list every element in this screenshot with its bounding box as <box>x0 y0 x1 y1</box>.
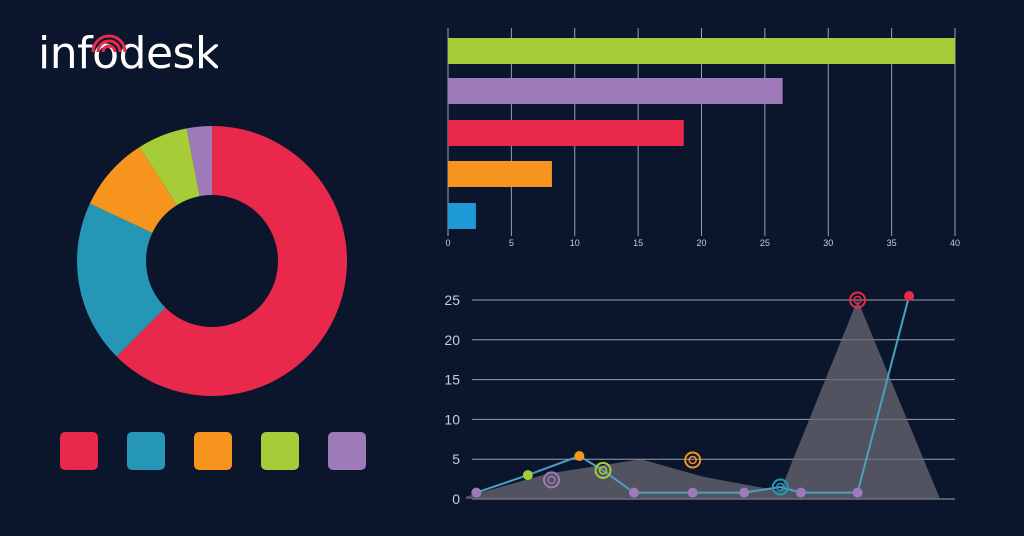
line-y-tick-label: 5 <box>452 451 460 467</box>
line-y-tick-label: 15 <box>444 372 460 388</box>
bar-x-tick-label: 10 <box>570 238 580 248</box>
data-point <box>795 487 806 498</box>
bar <box>448 161 552 187</box>
line-y-tick-label: 0 <box>452 491 460 507</box>
logo-signal-arc <box>91 34 127 53</box>
logo-graphic: infodesk <box>38 28 218 76</box>
data-point-ring-inner <box>776 482 785 492</box>
line-y-tick-label: 25 <box>444 292 460 308</box>
bar <box>448 120 684 146</box>
data-point <box>574 451 585 462</box>
bar-x-tick-label: 15 <box>633 238 643 248</box>
horizontal-bar-chart: 0 5 10 15 20 25 30 35 40 <box>445 28 960 248</box>
legend-swatch <box>261 432 299 470</box>
color-legend <box>60 432 366 470</box>
donut-slice <box>139 128 200 206</box>
donut-slice <box>77 203 166 357</box>
logo-signal-arc <box>101 44 117 53</box>
legend-swatch <box>328 432 366 470</box>
area-series <box>466 300 940 499</box>
data-point <box>471 487 482 498</box>
data-point-ring <box>543 471 561 489</box>
line-y-tick-label: 10 <box>444 411 460 427</box>
data-point <box>904 291 915 302</box>
bar-x-tick-label: 20 <box>696 238 706 248</box>
legend-swatch <box>194 432 232 470</box>
data-point-ring <box>849 291 867 309</box>
bar-x-tick-label: 5 <box>509 238 514 248</box>
bar-x-tick-label: 0 <box>445 238 450 248</box>
bar-x-tick-label: 30 <box>823 238 833 248</box>
data-point-ring-inner <box>688 455 697 465</box>
donut-chart <box>77 126 347 396</box>
bar <box>448 78 783 104</box>
line-area-chart: 0 5 10 15 20 25 <box>444 291 955 507</box>
donut-slice <box>186 126 212 197</box>
data-point-ring <box>594 461 612 479</box>
data-point <box>628 487 639 498</box>
data-point-ring-inner <box>547 475 556 485</box>
bar <box>448 38 955 64</box>
data-point-ring <box>771 478 789 496</box>
donut-slice <box>116 126 347 396</box>
logo-signal-arc <box>96 39 122 53</box>
data-point-ring-inner <box>598 466 608 475</box>
legend-swatch <box>127 432 165 470</box>
bar-x-tick-label: 35 <box>887 238 897 248</box>
data-point <box>687 487 698 498</box>
bar-x-tick-label: 25 <box>760 238 770 248</box>
logo-text: infodesk <box>38 28 218 76</box>
donut-slice <box>89 147 177 233</box>
data-point-ring-inner <box>853 295 862 305</box>
data-point <box>522 470 533 481</box>
line-y-tick-label: 20 <box>444 332 460 348</box>
data-point <box>852 487 863 498</box>
data-point-ring <box>684 451 702 469</box>
legend-swatch <box>60 432 98 470</box>
data-point <box>739 487 750 498</box>
bar-x-tick-label: 40 <box>950 238 960 248</box>
bar <box>448 203 476 229</box>
